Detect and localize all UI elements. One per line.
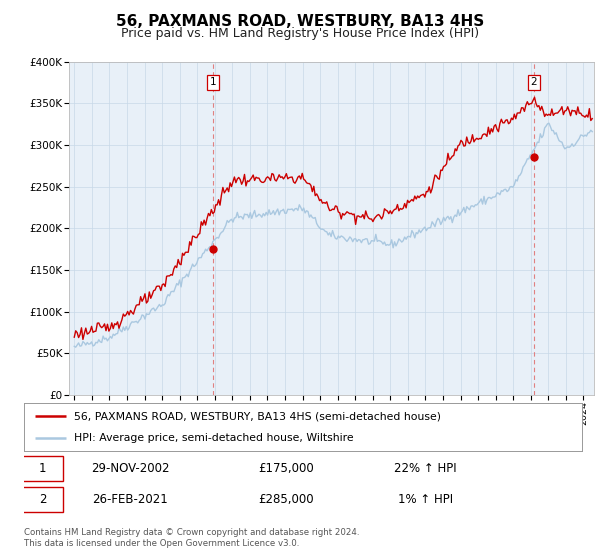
Text: 2: 2 (530, 77, 537, 87)
Text: £285,000: £285,000 (259, 493, 314, 506)
Text: 1% ↑ HPI: 1% ↑ HPI (398, 493, 454, 506)
Text: 56, PAXMANS ROAD, WESTBURY, BA13 4HS: 56, PAXMANS ROAD, WESTBURY, BA13 4HS (116, 14, 484, 29)
Text: 2: 2 (38, 493, 46, 506)
Text: 1: 1 (38, 461, 46, 475)
Text: 22% ↑ HPI: 22% ↑ HPI (394, 461, 457, 475)
Text: 29-NOV-2002: 29-NOV-2002 (91, 461, 169, 475)
Text: £175,000: £175,000 (259, 461, 314, 475)
Text: Contains HM Land Registry data © Crown copyright and database right 2024.: Contains HM Land Registry data © Crown c… (24, 528, 359, 536)
Text: 56, PAXMANS ROAD, WESTBURY, BA13 4HS (semi-detached house): 56, PAXMANS ROAD, WESTBURY, BA13 4HS (se… (74, 411, 441, 421)
FancyBboxPatch shape (21, 487, 63, 512)
FancyBboxPatch shape (21, 456, 63, 480)
Text: Price paid vs. HM Land Registry's House Price Index (HPI): Price paid vs. HM Land Registry's House … (121, 27, 479, 40)
Text: 26-FEB-2021: 26-FEB-2021 (92, 493, 168, 506)
Text: HPI: Average price, semi-detached house, Wiltshire: HPI: Average price, semi-detached house,… (74, 433, 354, 443)
Text: 1: 1 (210, 77, 217, 87)
Text: This data is licensed under the Open Government Licence v3.0.: This data is licensed under the Open Gov… (24, 539, 299, 548)
